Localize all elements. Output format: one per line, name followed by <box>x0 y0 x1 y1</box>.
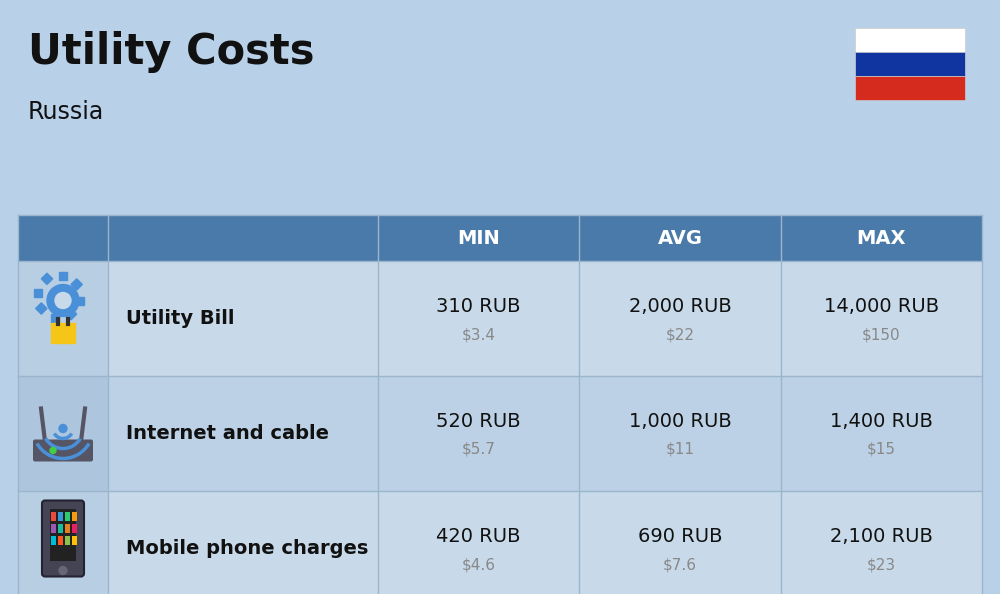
Text: AVG: AVG <box>658 229 702 248</box>
Text: 520 RUB: 520 RUB <box>436 412 521 431</box>
Text: $11: $11 <box>666 442 694 457</box>
Bar <box>18 376 982 491</box>
Bar <box>72 523 77 532</box>
Text: Mobile phone charges: Mobile phone charges <box>126 539 368 558</box>
Bar <box>18 261 982 376</box>
Text: 420 RUB: 420 RUB <box>436 527 521 546</box>
Text: Internet and cable: Internet and cable <box>126 424 329 443</box>
Bar <box>72 511 77 520</box>
Bar <box>59 271 67 280</box>
Text: 310 RUB: 310 RUB <box>436 297 521 316</box>
Circle shape <box>47 285 79 317</box>
Text: Utility Costs: Utility Costs <box>28 31 314 73</box>
Bar <box>65 523 70 532</box>
Text: 2,100 RUB: 2,100 RUB <box>830 527 933 546</box>
Bar <box>76 296 84 305</box>
Text: $22: $22 <box>666 327 694 342</box>
Text: MIN: MIN <box>457 229 500 248</box>
Text: $150: $150 <box>862 327 901 342</box>
Bar <box>18 491 108 594</box>
Bar <box>34 289 42 296</box>
Bar <box>18 376 108 491</box>
Text: $7.6: $7.6 <box>663 557 697 572</box>
Text: Russia: Russia <box>28 100 104 124</box>
Text: 14,000 RUB: 14,000 RUB <box>824 297 939 316</box>
Circle shape <box>55 292 71 308</box>
Text: 2,000 RUB: 2,000 RUB <box>629 297 731 316</box>
Bar <box>65 536 70 545</box>
Bar <box>51 523 56 532</box>
Text: $23: $23 <box>867 557 896 572</box>
Circle shape <box>59 425 67 432</box>
Text: $3.4: $3.4 <box>462 327 496 342</box>
Text: Utility Bill: Utility Bill <box>126 309 234 328</box>
Text: $5.7: $5.7 <box>462 442 496 457</box>
FancyBboxPatch shape <box>33 440 93 462</box>
Text: 690 RUB: 690 RUB <box>638 527 722 546</box>
FancyBboxPatch shape <box>42 501 84 577</box>
Bar <box>51 314 59 321</box>
Bar <box>51 536 56 545</box>
Text: $4.6: $4.6 <box>462 557 496 572</box>
Text: 1,000 RUB: 1,000 RUB <box>629 412 731 431</box>
Bar <box>855 76 965 100</box>
Bar <box>65 308 77 320</box>
Bar <box>58 523 63 532</box>
Bar <box>18 215 982 261</box>
Bar <box>18 261 108 376</box>
Bar <box>71 279 82 290</box>
Bar <box>41 273 53 285</box>
Bar <box>50 508 76 561</box>
Circle shape <box>59 567 67 574</box>
Bar <box>855 28 965 52</box>
Bar <box>65 511 70 520</box>
Bar <box>58 511 63 520</box>
Bar <box>855 52 965 76</box>
Bar <box>58 536 63 545</box>
Bar <box>72 536 77 545</box>
Circle shape <box>50 447 56 453</box>
Bar <box>51 323 75 343</box>
Bar <box>18 491 982 594</box>
Bar <box>51 511 56 520</box>
Text: $15: $15 <box>867 442 896 457</box>
Text: 1,400 RUB: 1,400 RUB <box>830 412 933 431</box>
Text: MAX: MAX <box>857 229 906 248</box>
Bar <box>36 303 47 314</box>
